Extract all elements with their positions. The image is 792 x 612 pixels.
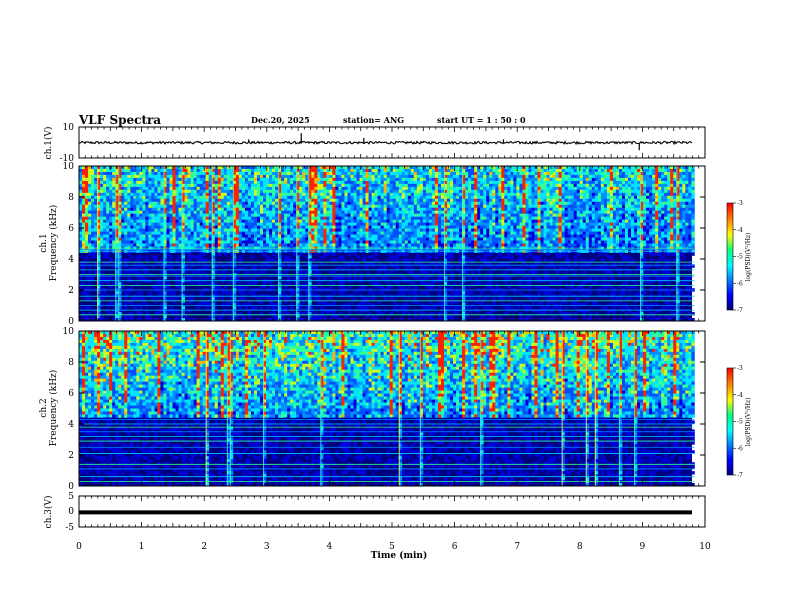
time-tick-label-2: 2 [201, 542, 207, 552]
ch2-colorbar-scale [726, 367, 734, 476]
time-axis-ticks [78, 127, 706, 527]
ch1-spectrogram-channel-label: ch.1 [39, 233, 49, 252]
sferic-stripe [320, 331, 322, 486]
time-axis-tick-labels: 0 1 2 3 4 5 6 7 8 9 10 [76, 542, 711, 552]
ch2-spectrogram-ytick-10: 10 [63, 327, 75, 337]
sferic-stripe [163, 166, 165, 321]
ch1-colorbar-tick: -5 [737, 254, 743, 261]
ch1-colorbar-tick: -4 [737, 227, 743, 234]
time-tick-label-1: 1 [139, 542, 145, 552]
start-time-label: start UT = 1 : 50 : 0 [437, 115, 526, 125]
ch1-spectrogram-ytick-6: 6 [68, 224, 74, 234]
ch1-spectrogram-ytick-0: 0 [68, 317, 74, 327]
ch1-waveform-spikes [248, 133, 640, 151]
sferic-stripe [634, 331, 636, 486]
ch2-colorbar: -3 -4 -5 -6 -7 log(PSD)(V²/Hz) [726, 365, 752, 479]
sferic-stripe [263, 331, 265, 486]
ch2-spectrogram-ytick-2: 2 [68, 451, 74, 461]
ch2-colorbar-tick: -5 [737, 419, 743, 426]
figure-title: VLF Spectra [78, 113, 161, 127]
ch2-colorbar-ticks: -3 -4 -5 -6 -7 [733, 365, 743, 479]
sferic-stripe [585, 331, 587, 486]
time-axis-label: Time (min) [371, 550, 428, 561]
sferic-stripe [296, 166, 298, 321]
ch1-waveform-ylabel: ch.1(V) [43, 127, 54, 160]
ch3-ytick-top: 5 [68, 492, 74, 502]
ch3-waveform-ylabel: ch.3(V) [43, 496, 54, 529]
sferic-stripe [181, 166, 183, 321]
ch1-spectrogram-ytick-4: 4 [68, 255, 74, 265]
time-tick-label-5: 5 [389, 542, 395, 552]
ch1-colorbar-tick: -6 [737, 280, 743, 287]
time-tick-label-7: 7 [514, 542, 520, 552]
ch3-ytick-bottom: -5 [65, 523, 74, 533]
sferic-stripe [97, 166, 99, 321]
time-tick-label-6: 6 [452, 542, 458, 552]
ch1-colorbar-ticks: -3 -4 -5 -6 -7 [733, 200, 743, 314]
sferic-stripe [618, 331, 621, 486]
ch1-spectrogram-yticks: 0 2 4 6 8 10 [63, 162, 705, 327]
sferic-stripe [398, 331, 400, 486]
ch1-spectrogram-panel: 0 2 4 6 8 10 ch.1 Frequency (kHz) [39, 162, 706, 327]
ch2-colorbar-tick: -7 [737, 472, 743, 479]
ch2-spectrogram-ytick-8: 8 [68, 358, 74, 368]
ch2-colorbar-tick: -6 [737, 445, 743, 452]
ch1-ytick-bottom: -10 [60, 154, 75, 164]
time-tick-label-0: 0 [76, 542, 82, 552]
time-tick-label-3: 3 [264, 542, 270, 552]
ch2-spectrogram-ytick-4: 4 [68, 420, 74, 430]
ch2-spectrogram-yticks: 0 2 4 6 8 10 [63, 327, 705, 492]
ch1-waveform-panel: 10 -10 ch.1(V) [43, 123, 706, 164]
sferic-stripe [226, 331, 228, 486]
ch2-spectrogram-ytick-0: 0 [68, 482, 74, 492]
station-label: station= ANG [343, 115, 404, 125]
ch2-spectrogram-channel-label: ch.2 [39, 398, 49, 417]
sferic-stripe [232, 166, 234, 321]
ch1-spectrogram-cells [79, 166, 695, 322]
ch1-colorbar-tick: -3 [737, 200, 743, 207]
ch2-spectrogram-ylabel: Frequency (kHz) [48, 370, 59, 447]
ch1-spectrogram-ytick-8: 8 [68, 193, 74, 203]
ch1-colorbar-tick: -7 [737, 307, 743, 314]
sferic-stripe [443, 166, 446, 321]
sferic-stripe [278, 166, 280, 321]
ch1-colorbar: -3 -4 -5 -6 -7 log(PSD)(V²/Hz) [726, 200, 752, 314]
sferic-stripe [419, 331, 421, 486]
sferic-stripe [462, 166, 464, 321]
ch2-colorbar-label: log(PSD)(V²/Hz) [745, 398, 752, 447]
ch1-waveform-trace [78, 140, 693, 146]
ch2-colorbar-tick: -4 [737, 392, 743, 399]
ch1-colorbar-label: log(PSD)(V²/Hz) [745, 233, 752, 282]
sferic-stripe [115, 166, 117, 321]
time-tick-label-8: 8 [577, 542, 583, 552]
sferic-stripe [594, 331, 596, 486]
time-tick-label-9: 9 [640, 542, 646, 552]
ch3-waveform-panel: 5 0 -5 ch.3(V) [43, 492, 706, 533]
sferic-stripe [118, 166, 120, 321]
sferic-stripe [561, 331, 563, 486]
ch1-colorbar-scale [726, 202, 734, 311]
ch1-spectrogram-ylabel: Frequency (kHz) [48, 205, 59, 282]
sferic-stripe [308, 166, 310, 321]
ch2-spectrogram-ytick-6: 6 [68, 389, 74, 399]
sferic-stripe [229, 331, 231, 486]
sferic-stripe [205, 331, 207, 486]
ch2-spectrogram-panel: 0 2 4 6 8 10 ch.2 Frequency (kHz) [39, 327, 706, 492]
ch1-ytick-top: 10 [63, 123, 75, 133]
ch2-spectrogram-cells [79, 331, 695, 487]
sferic-stripe [676, 166, 678, 321]
ch2-colorbar-tick: -3 [737, 365, 743, 372]
sferic-stripe [640, 166, 642, 321]
sferic-stripe [211, 166, 213, 321]
ch3-ytick-middle: 0 [68, 507, 74, 517]
ch1-spectrogram-ytick-2: 2 [68, 286, 74, 296]
time-tick-label-4: 4 [327, 542, 333, 552]
time-tick-label-10: 10 [699, 542, 711, 552]
date-label: Dec.20, 2025 [251, 115, 310, 125]
sferic-stripe [480, 331, 482, 486]
ch1-spectrogram-ytick-10: 10 [63, 162, 75, 172]
